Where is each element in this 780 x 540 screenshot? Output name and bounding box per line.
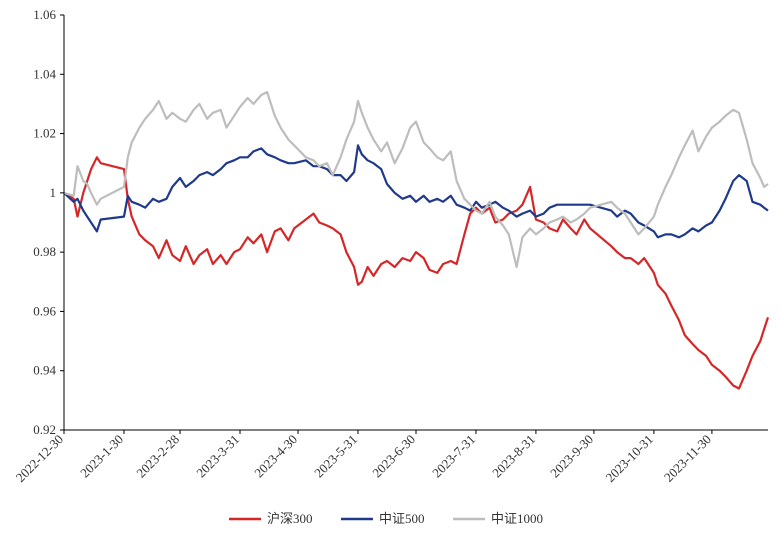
x-tick-label: 2023-1-30 (77, 432, 126, 481)
x-axis: 2022-12-30 2023-1-30 2023-2-28 2023-3-31 202… (13, 429, 768, 486)
legend-item-3: 中证1000 (453, 511, 543, 526)
series-layer (63, 90, 770, 390)
y-tick-label: 1.02 (33, 126, 56, 141)
x-tick-label: 2023-2-28 (133, 432, 182, 481)
legend-label: 中证1000 (491, 511, 543, 526)
y-tick-label: 0.92 (33, 422, 56, 437)
y-tick-label: 1.04 (33, 66, 56, 81)
legend-item-2: 中证500 (341, 511, 425, 526)
series-line-3 (63, 90, 769, 269)
series-line-2 (63, 144, 769, 239)
legend-item-1: 沪深300 (229, 511, 313, 526)
x-tick-label: 2023-5-31 (311, 432, 360, 481)
legend-label: 沪深300 (267, 511, 313, 526)
y-axis: 0.92 0.94 0.96 0.98 1 1.02 1.04 1.06 (33, 7, 65, 437)
x-tick-label: 2023-10-31 (603, 432, 657, 486)
series-line-1 (63, 156, 770, 390)
x-tick-label: 2022-12-30 (13, 432, 67, 486)
x-tick-label: 2023-8-31 (489, 432, 538, 481)
x-tick-label: 2023-9-30 (547, 432, 596, 481)
y-tick-label: 0.98 (33, 244, 56, 259)
x-tick-label: 2023-6-30 (369, 432, 418, 481)
x-tick-label: 2023-11-30 (661, 432, 714, 485)
y-tick-label: 1.06 (33, 7, 56, 22)
x-tick-label: 2023-7-31 (429, 432, 478, 481)
y-tick-label: 0.96 (33, 303, 56, 318)
y-tick-label: 0.94 (33, 363, 56, 378)
y-tick-label: 1 (50, 185, 57, 200)
legend: 沪深300 中证500 中证1000 (229, 511, 543, 526)
x-tick-label: 2023-3-31 (193, 432, 242, 481)
x-tick-label: 2023-4-30 (251, 432, 300, 481)
legend-label: 中证500 (379, 511, 425, 526)
